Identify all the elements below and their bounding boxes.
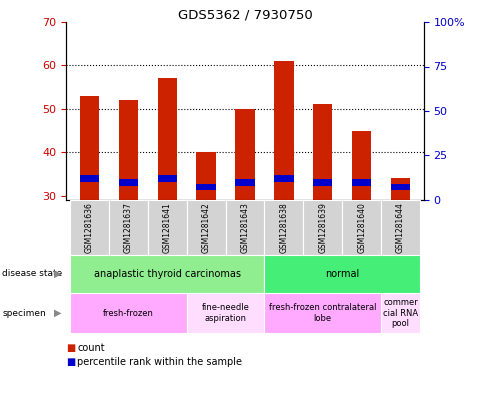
Bar <box>80 175 99 182</box>
Bar <box>196 184 216 190</box>
Bar <box>352 179 371 186</box>
Text: count: count <box>77 343 105 353</box>
Bar <box>70 255 265 293</box>
Bar <box>265 200 303 255</box>
Bar <box>157 175 177 182</box>
Text: fine-needle
aspiration: fine-needle aspiration <box>201 303 249 323</box>
Bar <box>187 293 265 333</box>
Bar <box>157 79 177 200</box>
Bar <box>109 200 148 255</box>
Bar <box>196 152 216 200</box>
Text: normal: normal <box>325 269 359 279</box>
Text: GSM1281640: GSM1281640 <box>357 202 366 253</box>
Bar <box>225 200 265 255</box>
Text: ■: ■ <box>66 343 75 353</box>
Bar <box>313 105 333 200</box>
Text: GSM1281642: GSM1281642 <box>201 202 211 253</box>
Text: specimen: specimen <box>2 309 46 318</box>
Bar <box>391 178 410 200</box>
Text: GSM1281641: GSM1281641 <box>163 202 172 253</box>
Bar <box>303 200 342 255</box>
Text: anaplastic thyroid carcinomas: anaplastic thyroid carcinomas <box>94 269 241 279</box>
Text: GSM1281636: GSM1281636 <box>85 202 94 253</box>
Text: percentile rank within the sample: percentile rank within the sample <box>77 357 243 367</box>
Text: GSM1281638: GSM1281638 <box>279 202 289 253</box>
Text: fresh-frozen contralateral
lobe: fresh-frozen contralateral lobe <box>269 303 376 323</box>
Bar <box>274 175 294 182</box>
Text: ▶: ▶ <box>54 269 62 279</box>
Bar <box>235 109 255 200</box>
Text: GDS5362 / 7930750: GDS5362 / 7930750 <box>177 8 313 21</box>
Bar <box>352 130 371 200</box>
Text: GSM1281643: GSM1281643 <box>241 202 249 253</box>
Bar <box>119 100 138 200</box>
Bar <box>313 179 333 186</box>
Text: GSM1281644: GSM1281644 <box>396 202 405 253</box>
Text: GSM1281637: GSM1281637 <box>124 202 133 253</box>
Bar <box>119 179 138 186</box>
Bar <box>187 200 225 255</box>
Bar <box>381 293 420 333</box>
Text: commer
cial RNA
pool: commer cial RNA pool <box>383 298 418 328</box>
Bar <box>80 96 99 200</box>
Bar <box>265 293 381 333</box>
Bar <box>265 255 420 293</box>
Text: ▶: ▶ <box>54 308 62 318</box>
Text: ■: ■ <box>66 357 75 367</box>
Bar <box>70 200 109 255</box>
Bar <box>235 179 255 186</box>
Bar <box>148 200 187 255</box>
Text: fresh-frozen: fresh-frozen <box>103 309 154 318</box>
Bar <box>381 200 420 255</box>
Text: disease state: disease state <box>2 270 63 279</box>
Bar <box>274 61 294 200</box>
Bar <box>342 200 381 255</box>
Bar <box>391 184 410 190</box>
Bar <box>70 293 187 333</box>
Text: GSM1281639: GSM1281639 <box>318 202 327 253</box>
